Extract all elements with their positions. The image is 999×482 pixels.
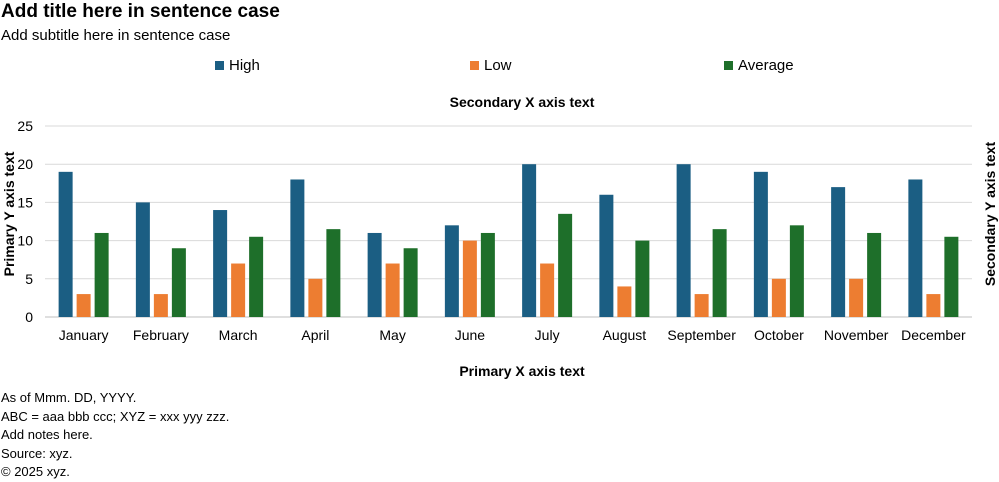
chart-subtitle: Add subtitle here in sentence case <box>1 27 231 44</box>
bar-low-february <box>153 294 168 317</box>
bar-high-november <box>831 187 846 317</box>
x-tick-label-march: March <box>219 327 258 343</box>
y-tick-label-25: 25 <box>17 118 33 134</box>
primary-y-axis-label: Primary Y axis text <box>1 151 17 276</box>
bar-average-june <box>480 232 495 317</box>
bar-average-january <box>94 232 109 317</box>
legend-label-average: Average <box>738 57 794 74</box>
bar-high-july <box>522 164 537 317</box>
bar-average-october <box>789 225 804 317</box>
bar-low-december <box>926 294 941 317</box>
bar-average-november <box>867 232 882 317</box>
legend-label-high: High <box>229 57 260 74</box>
bar-high-may <box>367 232 382 317</box>
chart-legend: High Low Average <box>0 57 999 77</box>
bar-high-february <box>135 202 150 317</box>
bar-average-december <box>944 236 959 317</box>
legend-swatch-low <box>470 61 479 70</box>
x-tick-label-july: July <box>535 327 560 343</box>
x-tick-label-may: May <box>379 327 405 343</box>
x-tick-label-november: November <box>824 327 889 343</box>
bar-low-june <box>462 240 477 317</box>
note-notes: Add notes here. <box>1 427 93 442</box>
legend-item-high: High <box>215 57 260 74</box>
legend-item-average: Average <box>724 57 794 74</box>
note-as-of: As of Mmm. DD, YYYY. <box>1 390 137 405</box>
bar-high-march <box>213 210 228 317</box>
x-tick-label-december: December <box>901 327 966 343</box>
note-copyright: © 2025 xyz. <box>1 464 70 479</box>
x-tick-label-february: February <box>133 327 189 343</box>
bar-average-september <box>712 229 727 317</box>
bar-high-january <box>58 171 73 317</box>
bar-low-november <box>849 278 864 317</box>
x-tick-label-october: October <box>754 327 804 343</box>
y-tick-label-10: 10 <box>17 233 33 249</box>
bar-average-july <box>558 213 573 317</box>
bar-low-march <box>231 263 246 317</box>
bar-high-april <box>290 179 305 317</box>
bar-low-january <box>76 294 91 317</box>
bar-average-april <box>326 229 341 317</box>
bar-average-march <box>249 236 264 317</box>
x-tick-label-august: August <box>603 327 647 343</box>
chart-notes: As of Mmm. DD, YYYY. ABC = aaa bbb ccc; … <box>1 389 229 482</box>
x-axis-ticks: January February March April May June July Augu… <box>59 327 966 343</box>
bar-high-september <box>676 164 691 317</box>
legend-label-low: Low <box>484 57 512 74</box>
y-axis-ticks: 0 5 10 15 20 25 <box>17 118 33 325</box>
bar-low-may <box>385 263 400 317</box>
x-tick-label-september: September <box>667 327 736 343</box>
bars <box>58 164 959 317</box>
secondary-x-axis-label: Secondary X axis text <box>450 94 595 110</box>
legend-swatch-average <box>724 61 733 70</box>
y-tick-label-20: 20 <box>17 156 33 172</box>
bar-low-april <box>308 278 323 317</box>
secondary-y-axis-label: Secondary Y axis text <box>982 142 998 287</box>
bar-high-august <box>599 194 614 317</box>
bar-average-may <box>403 248 418 317</box>
bar-high-october <box>753 171 768 317</box>
x-tick-label-january: January <box>59 327 109 343</box>
bar-high-december <box>908 179 923 317</box>
note-abbreviations: ABC = aaa bbb ccc; XYZ = xxx yyy zzz. <box>1 408 230 424</box>
bar-low-september <box>694 294 709 317</box>
gridlines <box>45 125 972 318</box>
legend-item-low: Low <box>470 57 512 74</box>
legend-swatch-high <box>215 61 224 70</box>
note-source: Source: xyz. <box>1 445 73 461</box>
primary-x-axis-label: Primary X axis text <box>459 363 585 379</box>
x-tick-label-june: June <box>455 327 486 343</box>
bar-low-august <box>617 286 632 317</box>
bar-low-july <box>540 263 555 317</box>
bar-average-february <box>171 248 186 317</box>
bar-low-october <box>771 278 786 317</box>
y-tick-label-15: 15 <box>17 194 33 210</box>
y-tick-label-5: 5 <box>25 271 33 287</box>
y-tick-label-0: 0 <box>25 309 33 325</box>
bar-average-august <box>635 240 650 317</box>
x-tick-label-april: April <box>301 327 329 343</box>
bar-high-june <box>444 225 459 317</box>
chart-title: Add title here in sentence case <box>1 1 280 22</box>
